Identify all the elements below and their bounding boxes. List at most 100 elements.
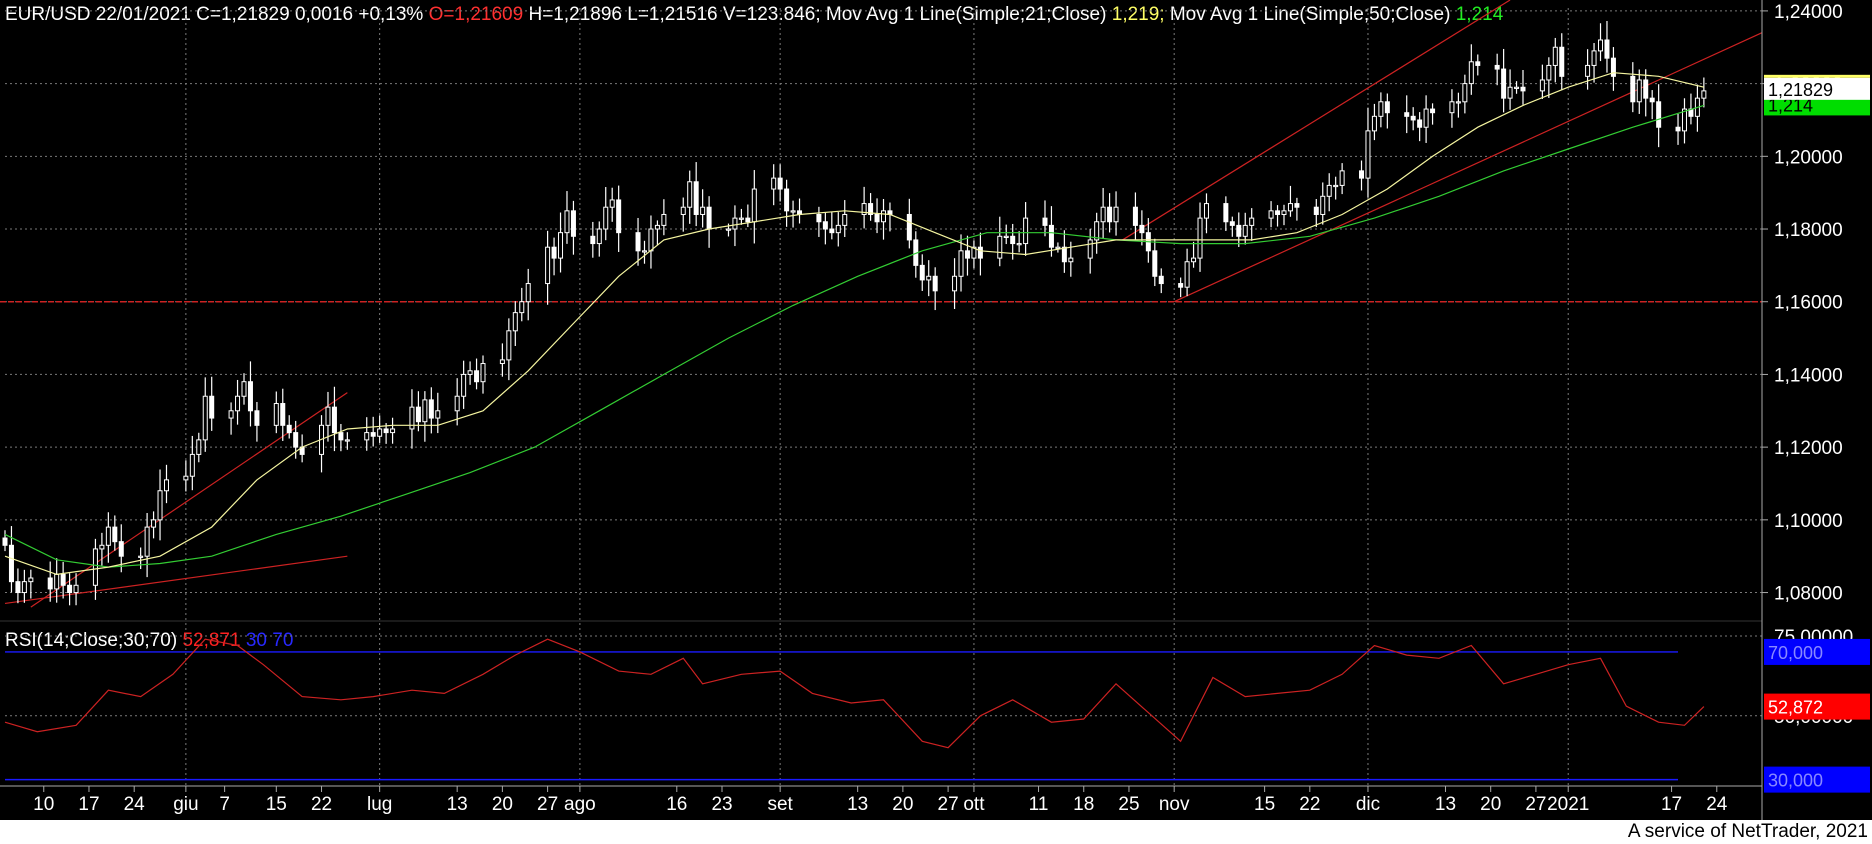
candle-down [254,410,260,426]
x-tick-label: ago [564,794,596,815]
x-tick-label: set [767,794,793,815]
ma50-badge-label: 1,214 [1768,95,1813,115]
candle-up [241,381,247,397]
candle-up [1514,86,1520,89]
candle-up [163,479,169,492]
candle-up [835,224,841,234]
ma21-badge-strip [1764,74,1870,78]
chart-canvas: 1,240001,220001,200001,180001,160001,140… [0,0,1870,820]
candle-down [47,577,53,590]
candle-up [732,217,738,230]
price-panel [0,0,1763,608]
candle-up [499,359,505,365]
candle-up [435,410,441,419]
candle-down [829,228,835,234]
candle-down [590,235,596,245]
footer-credit: A service of NetTrader, 2021 [0,820,1872,844]
x-tick-label: giu [173,794,198,815]
candle-up [99,544,105,550]
candle-up [1636,79,1642,103]
candle-up [151,519,157,528]
y-tick-label: 1,20000 [1774,147,1843,168]
candle-up [1339,170,1345,186]
x-tick-label: 20 [492,794,513,815]
candle-up [1378,101,1384,117]
candle-up [1455,101,1461,104]
rsi-badge-label: 70,000 [1768,643,1823,663]
candle-up [1585,64,1591,77]
x-tick-label: 24 [124,794,146,815]
candle-down [977,246,983,259]
candle-down [331,406,337,434]
ma21-line [4,72,1705,576]
candle-up [738,217,744,220]
candle-up [997,235,1003,259]
candle-down [1229,221,1235,226]
y-tick-label: 1,10000 [1774,511,1843,532]
candle-up [467,370,473,375]
x-tick-label: 10 [33,794,54,815]
x-tick-label: 27 [938,794,959,815]
candle-down [1656,101,1662,128]
rsi-badge [1764,766,1870,793]
candle-down [1236,224,1242,237]
symbol: EUR/USD [5,4,91,25]
candle-up [1094,221,1100,241]
candle-up [1326,184,1332,197]
candle-up [461,373,467,397]
candle-down [1178,283,1184,288]
x-tick-label: 27 [1525,794,1546,815]
change-pct: +0,13% [358,4,424,25]
rsi-badge [1764,638,1870,665]
candle-up [1203,203,1209,219]
candle-up [144,526,150,557]
candle-up [687,181,693,208]
date: 22/01/2021 [95,4,191,25]
price-badge-label: 1,21829 [1768,80,1833,100]
candle-up [1462,83,1468,103]
candle-down [1494,64,1500,70]
candle-up [1249,217,1255,226]
candle-down [474,370,480,383]
candle-up [1268,210,1274,219]
candle-down [60,573,66,586]
candle-up [1598,39,1604,52]
rsi-line [4,638,1705,749]
candle-up [641,250,647,253]
candle-down [293,432,299,448]
candle-up [654,224,660,230]
x-tick-label: ott [963,794,985,815]
candle-down [777,177,783,190]
candle-up [1100,206,1106,223]
candle-down [1042,217,1048,226]
candle-up [1320,195,1326,215]
candle-up [1003,235,1009,238]
candle-down [15,581,21,594]
candle-down [1643,79,1649,99]
rsi-label: RSI(14;Close;30;70) [5,630,178,651]
candle-down [822,221,828,230]
candle-down [551,246,557,259]
candle-up [1681,108,1687,132]
candle-up [377,428,383,437]
candle-up [1468,61,1474,85]
x-tick-label: 2021 [1547,794,1589,815]
volume-value: V=123.846; [722,4,821,25]
candle-up [1539,79,1545,92]
candle-down [338,432,344,441]
candle-up [558,232,564,259]
candle-down [1294,203,1300,208]
candle-down [1061,246,1067,263]
x-tick-label: 27 [537,794,558,815]
candle-up [1197,217,1203,259]
candle-up [202,395,208,441]
candle-up [422,399,428,423]
trendline [1173,32,1763,303]
x-tick-label: dic [1356,794,1380,815]
candle-up [790,210,796,213]
candle-up [1365,130,1371,179]
rsi-badge-label: 30,000 [1768,771,1823,791]
candle-down [118,541,124,557]
x-tick-label: 17 [78,794,99,815]
candle-down [1475,61,1481,66]
